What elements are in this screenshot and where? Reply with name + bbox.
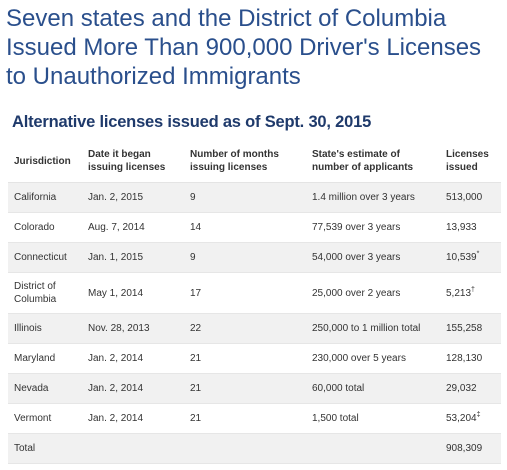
table-row: Vermont Jan. 2, 2014 21 1,500 total 53,2…: [8, 403, 501, 434]
table-subhead: Alternative licenses issued as of Sept. …: [12, 113, 372, 131]
cell-estimate: 1.4 million over 3 years: [306, 182, 440, 213]
table-row: District of Columbia May 1, 2014 17 25,0…: [8, 272, 501, 314]
issued-value: 53,204: [446, 413, 477, 424]
issued-value: 13,933: [446, 222, 477, 233]
cell-estimate: 250,000 to 1 million total: [306, 313, 440, 344]
headline: Seven states and the District of Columbi…: [6, 5, 482, 90]
cell-issued: 53,204‡: [440, 403, 501, 434]
issued-value: 513,000: [446, 192, 483, 203]
header-jurisdiction: Jurisdiction: [8, 140, 82, 183]
issued-value: 155,258: [446, 323, 483, 334]
table-row: Maryland Jan. 2, 2014 21 230,000 over 5 …: [8, 343, 501, 374]
table-row: Connecticut Jan. 1, 2015 9 54,000 over 3…: [8, 242, 501, 273]
cell-jurisdiction: Illinois: [8, 313, 82, 344]
cell-date: Jan. 2, 2014: [82, 373, 184, 404]
cell-estimate: 54,000 over 3 years: [306, 242, 440, 273]
cell-jurisdiction: Maryland: [8, 343, 82, 374]
cell-issued: 13,933: [440, 212, 501, 243]
cell-jurisdiction: Connecticut: [8, 242, 82, 273]
footnote-mark: *: [476, 250, 480, 258]
footnote-mark: ‡: [476, 411, 481, 419]
table-row: Illinois Nov. 28, 2013 22 250,000 to 1 m…: [8, 313, 501, 344]
cell-estimate: 77,539 over 3 years: [306, 212, 440, 243]
cell-date: Aug. 7, 2014: [82, 212, 184, 243]
header-date-began: Date it began issuing licenses: [82, 140, 184, 183]
table-row: Nevada Jan. 2, 2014 21 60,000 total 29,0…: [8, 373, 501, 404]
cell-months: 17: [184, 272, 306, 314]
cell-issued: 10,539*: [440, 242, 501, 273]
cell-estimate: 60,000 total: [306, 373, 440, 404]
cell-date: Nov. 28, 2013: [82, 313, 184, 344]
cell-issued: 155,258: [440, 313, 501, 344]
cell-issued: 29,032: [440, 373, 501, 404]
cell-months: 21: [184, 373, 306, 404]
table-body: California Jan. 2, 2015 9 1.4 million ov…: [8, 182, 501, 464]
cell-estimate: 230,000 over 5 years: [306, 343, 440, 374]
cell-months: 14: [184, 212, 306, 243]
cell-estimate: 1,500 total: [306, 403, 440, 434]
cell-months: 9: [184, 242, 306, 273]
issued-value: 29,032: [446, 383, 477, 394]
cell-date: Jan. 2, 2014: [82, 343, 184, 374]
cell-issued: 908,309: [440, 433, 501, 464]
table-header-row: Jurisdiction Date it began issuing licen…: [8, 140, 501, 183]
header-estimate: State's estimate of number of applicants: [306, 140, 440, 183]
cell-date: [82, 433, 184, 464]
table-row: Colorado Aug. 7, 2014 14 77,539 over 3 y…: [8, 212, 501, 243]
licenses-table: Jurisdiction Date it began issuing licen…: [8, 140, 501, 464]
cell-jurisdiction: California: [8, 182, 82, 213]
cell-months: 9: [184, 182, 306, 213]
cell-estimate: 25,000 over 2 years: [306, 272, 440, 314]
cell-date: Jan. 2, 2015: [82, 182, 184, 213]
cell-date: Jan. 1, 2015: [82, 242, 184, 273]
header-issued: Licenses issued: [440, 140, 501, 183]
cell-jurisdiction: Vermont: [8, 403, 82, 434]
header-months: Number of months issuing licenses: [184, 140, 306, 183]
issued-value: 5,213: [446, 287, 472, 299]
cell-months: [184, 433, 306, 464]
cell-issued: 5,213†: [440, 272, 501, 314]
footnote-mark: †: [471, 286, 475, 294]
cell-issued: 128,130: [440, 343, 501, 374]
cell-estimate: [306, 433, 440, 464]
cell-jurisdiction: Total: [8, 433, 82, 464]
cell-jurisdiction: Colorado: [8, 212, 82, 243]
cell-issued: 513,000: [440, 182, 501, 213]
cell-date: Jan. 2, 2014: [82, 403, 184, 434]
cell-months: 22: [184, 313, 306, 344]
cell-jurisdiction: District of Columbia: [8, 272, 82, 314]
cell-months: 21: [184, 343, 306, 374]
issued-value: 128,130: [446, 353, 483, 364]
issued-value: 10,539: [446, 252, 477, 263]
issued-value: 908,309: [446, 443, 483, 454]
cell-date: May 1, 2014: [82, 272, 184, 314]
table-row: California Jan. 2, 2015 9 1.4 million ov…: [8, 182, 501, 213]
table-total-row: Total 908,309: [8, 433, 501, 464]
cell-months: 21: [184, 403, 306, 434]
cell-jurisdiction: Nevada: [8, 373, 82, 404]
